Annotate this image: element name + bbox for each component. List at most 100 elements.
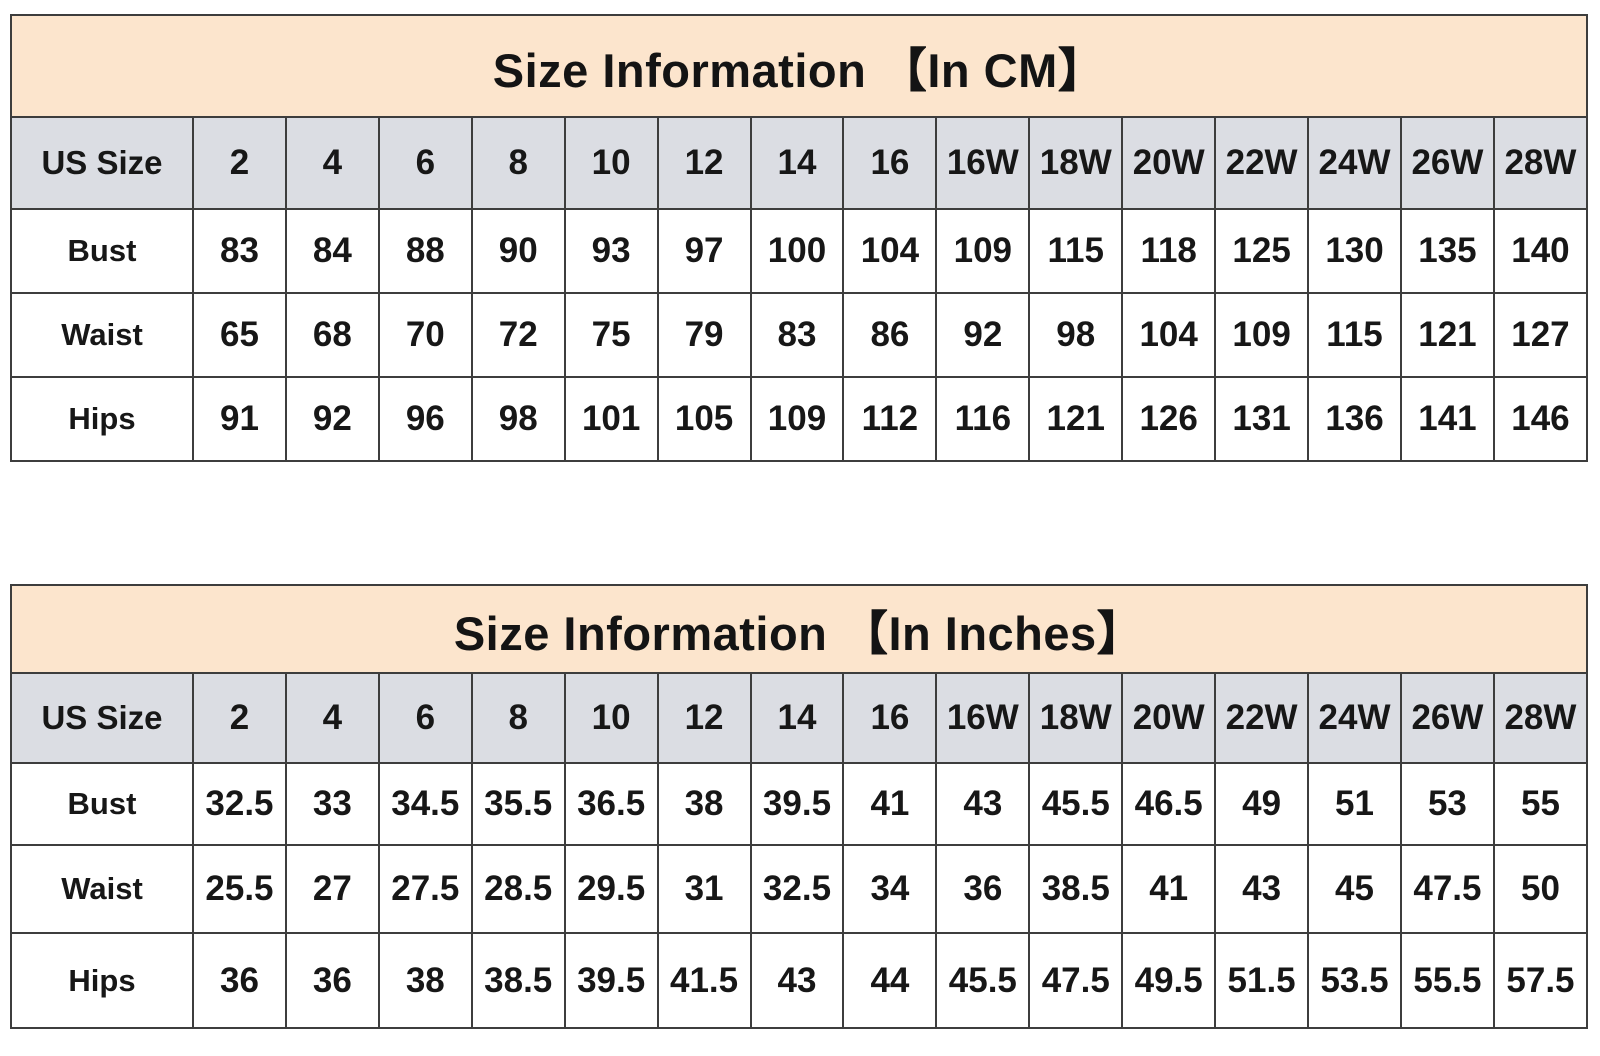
col-header: 26W [1399, 116, 1495, 210]
cell: 41.5 [656, 932, 752, 1029]
cell: 45 [1307, 844, 1402, 934]
col-header: 20W [1121, 672, 1217, 764]
cell: 31 [656, 844, 752, 934]
cell: 86 [842, 292, 938, 378]
cell: 126 [1121, 376, 1217, 462]
cell: 65 [192, 292, 287, 378]
table-row-waist-inches: Waist 25.5 27 27.5 28.5 29.5 31 32.5 34 … [10, 844, 1589, 934]
col-header: 26W [1399, 672, 1495, 764]
col-header: 16W [935, 672, 1031, 764]
table-row-bust-cm: Bust 83 84 88 90 93 97 100 104 109 115 1… [10, 208, 1589, 294]
cell: 33 [284, 762, 380, 846]
cell: 39.5 [749, 762, 845, 846]
cell: 75 [563, 292, 659, 378]
cell: 104 [842, 208, 938, 294]
cell: 135 [1399, 208, 1495, 294]
col-header: 4 [284, 672, 380, 764]
cell: 121 [1399, 292, 1495, 378]
col-header: 8 [470, 672, 566, 764]
cell: 35.5 [470, 762, 566, 846]
cell: 43 [749, 932, 845, 1029]
cell: 41 [842, 762, 938, 846]
col-header-us-size: US Size [10, 672, 194, 764]
table-row-hips-cm: Hips 91 92 96 98 101 105 109 112 116 121… [10, 376, 1589, 462]
size-header-row: US Size 2 4 6 8 10 12 14 16 16W 18W 20W … [10, 672, 1589, 764]
col-header: 2 [192, 672, 287, 764]
cell: 29.5 [563, 844, 659, 934]
size-table-cm: Size Information 【In CM】 US Size 2 4 6 8… [10, 14, 1589, 462]
size-table-inches-grid: Size Information 【In Inches】 US Size 2 4… [10, 584, 1589, 1029]
cell: 96 [377, 376, 473, 462]
cell: 92 [284, 376, 380, 462]
cell: 36.5 [563, 762, 659, 846]
cell: 131 [1214, 376, 1310, 462]
table-row-hips-inches: Hips 36 36 38 38.5 39.5 41.5 43 44 45.5 … [10, 932, 1589, 1029]
cell: 121 [1028, 376, 1124, 462]
cell: 49 [1214, 762, 1310, 846]
cell: 27.5 [377, 844, 473, 934]
cell: 39.5 [563, 932, 659, 1029]
col-header: 12 [656, 672, 752, 764]
col-header: 22W [1214, 116, 1310, 210]
cell: 36 [284, 932, 380, 1029]
cell: 34.5 [377, 762, 473, 846]
cell: 43 [1214, 844, 1310, 934]
cell: 93 [563, 208, 659, 294]
row-label-bust: Bust [10, 762, 194, 846]
cell: 43 [935, 762, 1031, 846]
cell: 104 [1121, 292, 1217, 378]
cell: 109 [749, 376, 845, 462]
col-header: 6 [377, 116, 473, 210]
cell: 125 [1214, 208, 1310, 294]
cell: 83 [192, 208, 287, 294]
cell: 109 [935, 208, 1031, 294]
col-header: 18W [1028, 672, 1124, 764]
cell: 90 [470, 208, 566, 294]
cell: 55.5 [1399, 932, 1495, 1029]
table-title-row: Size Information 【In CM】 [10, 14, 1588, 118]
col-header: 8 [470, 116, 566, 210]
cell: 141 [1399, 376, 1495, 462]
size-table-cm-grid: Size Information 【In CM】 US Size 2 4 6 8… [10, 14, 1589, 462]
col-header: 18W [1028, 116, 1124, 210]
cell: 45.5 [1028, 762, 1124, 846]
cell: 53.5 [1307, 932, 1402, 1029]
cell: 38 [656, 762, 752, 846]
cell: 109 [1214, 292, 1310, 378]
cell: 146 [1492, 376, 1589, 462]
cell: 88 [377, 208, 473, 294]
col-header: 22W [1214, 672, 1310, 764]
cell: 98 [1028, 292, 1124, 378]
cell: 97 [656, 208, 752, 294]
col-header: 16 [842, 116, 938, 210]
col-header: 24W [1307, 116, 1402, 210]
cell: 140 [1492, 208, 1589, 294]
table-title-row: Size Information 【In Inches】 [10, 584, 1588, 674]
cell: 27 [284, 844, 380, 934]
cell: 55 [1492, 762, 1589, 846]
col-header: 14 [749, 672, 845, 764]
size-table-inches: Size Information 【In Inches】 US Size 2 4… [10, 584, 1589, 1029]
cell: 53 [1399, 762, 1495, 846]
cell: 100 [749, 208, 845, 294]
cell: 130 [1307, 208, 1402, 294]
cell: 79 [656, 292, 752, 378]
col-header: 20W [1121, 116, 1217, 210]
cell: 50 [1492, 844, 1589, 934]
cell: 51.5 [1214, 932, 1310, 1029]
cell: 45.5 [935, 932, 1031, 1029]
cell: 32.5 [192, 762, 287, 846]
cell: 32.5 [749, 844, 845, 934]
cell: 44 [842, 932, 938, 1029]
cell: 83 [749, 292, 845, 378]
row-label-hips: Hips [10, 932, 194, 1029]
cell: 118 [1121, 208, 1217, 294]
cell: 116 [935, 376, 1031, 462]
cell: 101 [563, 376, 659, 462]
table-title-inches: Size Information 【In Inches】 [10, 584, 1588, 674]
cell: 49.5 [1121, 932, 1217, 1029]
cell: 72 [470, 292, 566, 378]
table-row-waist-cm: Waist 65 68 70 72 75 79 83 86 92 98 104 … [10, 292, 1589, 378]
size-header-row: US Size 2 4 6 8 10 12 14 16 16W 18W 20W … [10, 116, 1589, 210]
col-header: 10 [563, 672, 659, 764]
